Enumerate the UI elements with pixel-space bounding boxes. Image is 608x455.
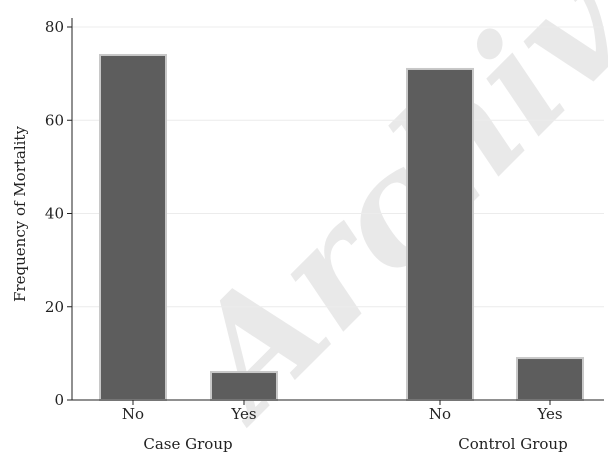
group-label-0: Case Group bbox=[143, 435, 232, 453]
bar-0-1 bbox=[210, 371, 278, 401]
bar-1-1 bbox=[516, 357, 584, 402]
bar-0-0 bbox=[99, 53, 167, 401]
axes bbox=[71, 18, 604, 401]
y-tick-label-20: 20 bbox=[45, 298, 64, 316]
category-label-0-0: No bbox=[122, 405, 144, 423]
category-label-1-0: No bbox=[429, 405, 451, 423]
y-axis-label: Frequency of Mortality bbox=[11, 126, 29, 302]
y-tick-label-40: 40 bbox=[45, 205, 64, 223]
y-tick-label-0: 0 bbox=[54, 391, 64, 409]
y-tick-label-60: 60 bbox=[45, 111, 64, 129]
y-ticks: 0 20 40 60 80 bbox=[45, 18, 72, 409]
x-labels: No Yes Case Group No Yes Control Group bbox=[122, 400, 568, 453]
category-label-0-1: Yes bbox=[230, 405, 256, 423]
bar-1-0 bbox=[406, 67, 474, 402]
y-tick-label-80: 80 bbox=[45, 18, 64, 36]
category-label-1-1: Yes bbox=[536, 405, 562, 423]
group-label-1: Control Group bbox=[458, 435, 567, 453]
